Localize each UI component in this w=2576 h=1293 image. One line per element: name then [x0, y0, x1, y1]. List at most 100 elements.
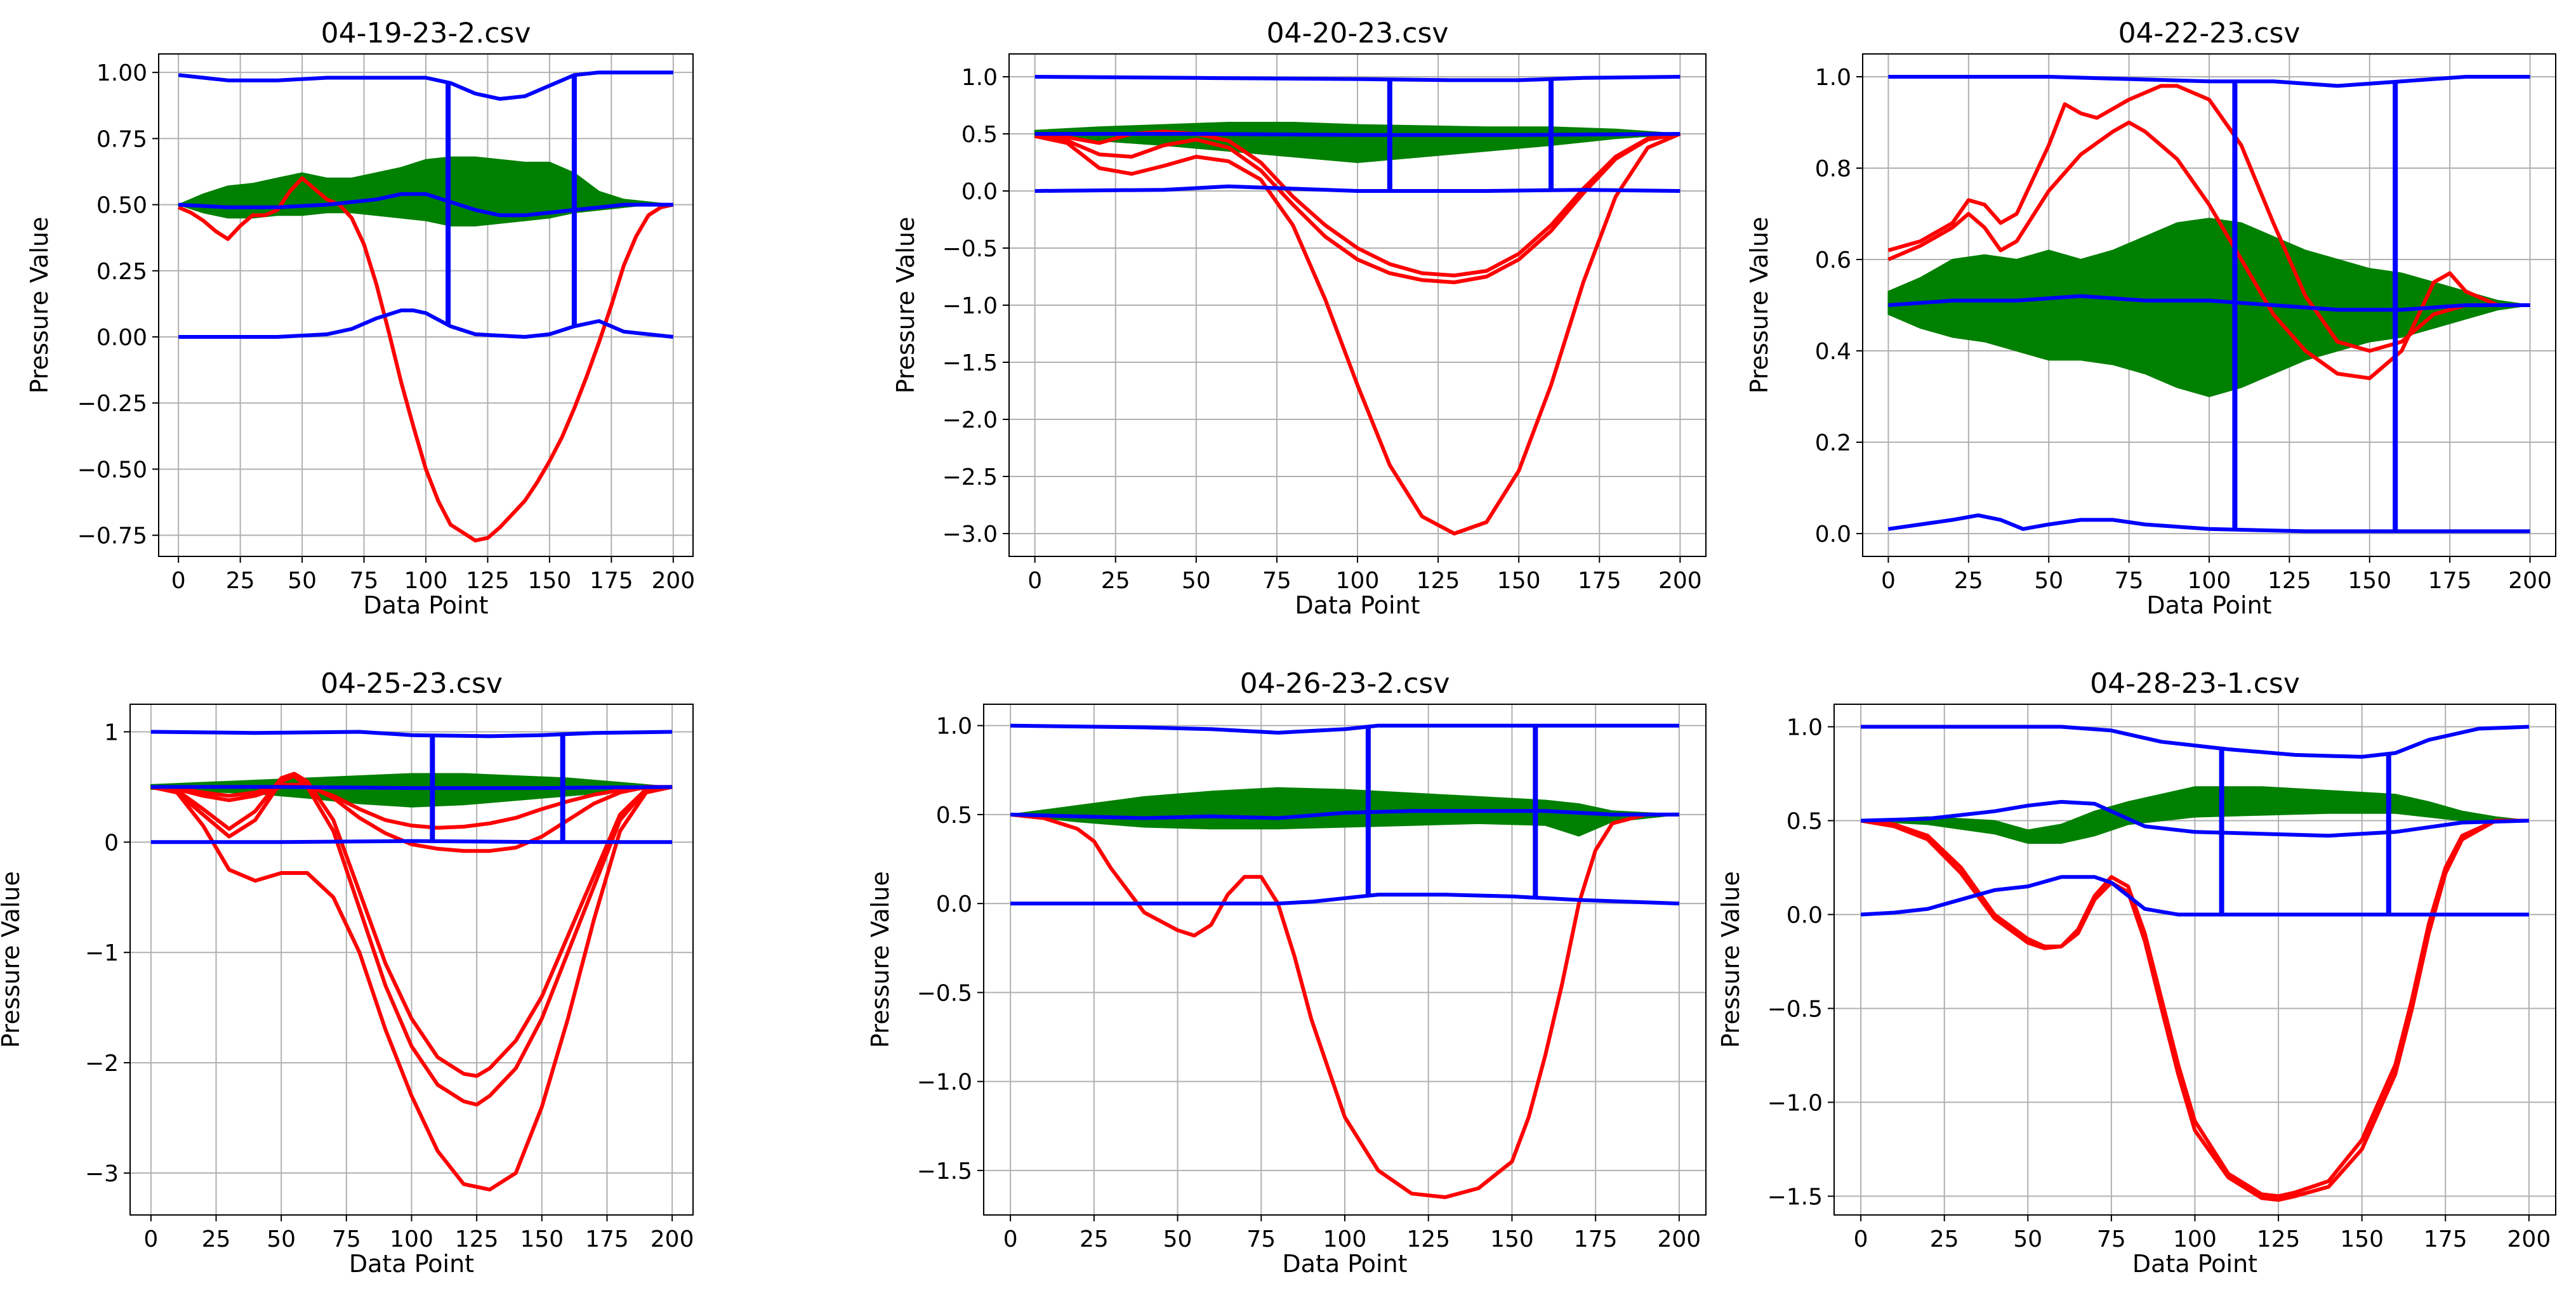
y-tick-label: −0.5: [1767, 996, 1823, 1022]
series-pressure-line: [150, 774, 673, 1107]
plot-area: [1887, 75, 2530, 534]
series-pressure-line: [150, 782, 673, 853]
y-tick-label: −2.5: [942, 464, 998, 490]
series-upper-line: [1034, 75, 1681, 82]
series-pressure-line: [150, 771, 673, 1078]
y-tick-label: 0.0: [936, 891, 972, 917]
y-tick-label: −1: [85, 940, 119, 966]
x-tick-label: 125: [2268, 568, 2311, 594]
y-tick-label: −0.75: [77, 523, 147, 549]
plot-area: [176, 70, 674, 542]
y-tick-label: 0: [104, 830, 119, 856]
band-area: [1887, 218, 2530, 398]
y-tick-label: −1.0: [917, 1070, 972, 1096]
x-tick-label: 75: [2097, 1226, 2126, 1252]
series-lower-line: [178, 308, 674, 339]
x-tick-label: 0: [1854, 1226, 1868, 1252]
y-tick-label: 0.25: [96, 259, 147, 285]
plot-area: [150, 730, 673, 1191]
x-axis-label: Data Point: [2132, 1250, 2257, 1278]
series-lower-line: [150, 839, 673, 844]
series-pressure-line: [1034, 132, 1681, 284]
x-tick-label: 200: [1658, 568, 1702, 594]
x-tick-label: 25: [202, 1226, 231, 1252]
x-tick-label: 200: [2507, 1226, 2551, 1252]
x-tick-label: 125: [1406, 1226, 1450, 1252]
chart-title: 04-25-23.csv: [320, 667, 503, 700]
x-tick-label: 50: [1182, 568, 1211, 594]
y-tick-label: 0.00: [96, 325, 147, 351]
plot-area: [1860, 725, 2530, 1202]
x-tick-label: 0: [171, 568, 186, 594]
plot-area: [1010, 723, 1680, 1199]
series-lower-line: [1034, 184, 1681, 193]
y-tick-label: 0.75: [96, 126, 147, 152]
x-tick-label: 175: [2428, 568, 2472, 594]
x-axis-label: Data Point: [1295, 591, 1420, 619]
y-axis-label: Pressure Value: [866, 871, 894, 1048]
x-tick-label: 100: [390, 1226, 433, 1252]
series-pressure-line: [1887, 84, 2530, 353]
y-tick-label: −0.50: [77, 457, 147, 483]
x-tick-label: 150: [1490, 1226, 1534, 1252]
series-lower-line: [1010, 893, 1680, 906]
x-tick-label: 50: [2013, 1226, 2042, 1252]
x-tick-label: 125: [2257, 1226, 2301, 1252]
x-tick-label: 75: [1262, 568, 1291, 594]
series-mid-line: [1034, 132, 1681, 137]
y-tick-label: −0.5: [917, 980, 972, 1006]
y-tick-label: 0.5: [961, 122, 998, 148]
y-tick-label: 0.5: [1787, 808, 1823, 834]
x-tick-label: 50: [2034, 568, 2063, 594]
subplot-6: 0 25 50 75 100 125 150 175 200 −1.5 −1.0 −0.5 0.0 0.5…: [1717, 667, 2556, 1278]
x-tick-label: 25: [1954, 568, 1983, 594]
series-mid-line: [150, 785, 673, 791]
y-axis-label: Pressure Value: [892, 217, 920, 394]
x-tick-label: 200: [651, 568, 695, 594]
x-tick-label: 175: [585, 1226, 629, 1252]
x-tick-label: 125: [455, 1226, 499, 1252]
y-tick-label: 1.0: [1815, 65, 1851, 91]
y-tick-label: 1: [104, 719, 119, 745]
series-upper-line: [1888, 75, 2530, 88]
subplot-3: 0 25 50 75 100 125 150 175 200 0.0 0.2 0.4 0.6 0.8 1.0…: [1745, 17, 2556, 619]
series-pressure-line: [1034, 132, 1681, 535]
x-tick-label: 150: [520, 1226, 564, 1252]
x-tick-label: 50: [1163, 1226, 1192, 1252]
series-mid-line: [1010, 809, 1679, 820]
series-upper-line: [1861, 725, 2530, 759]
y-axis-label: Pressure Value: [1745, 217, 1773, 394]
x-tick-label: 50: [287, 568, 317, 594]
series-lower-line: [1887, 513, 2530, 534]
x-tick-label: 0: [1881, 568, 1896, 594]
y-tick-label: 0.4: [1815, 339, 1851, 365]
x-tick-label: 125: [1417, 568, 1460, 594]
series-mid-line: [178, 192, 673, 218]
series-mid-line: [1861, 799, 2529, 838]
x-tick-label: 175: [2424, 1226, 2467, 1252]
y-tick-label: 1.0: [1787, 715, 1823, 741]
series-pressure-line: [150, 785, 673, 830]
series-pressure-line: [1010, 812, 1679, 1199]
subplot-4: 0 25 50 75 100 125 150 175 200 −3 −2 −1 0 1 04-25-23.c…: [0, 667, 694, 1278]
x-tick-label: 0: [1027, 568, 1042, 594]
subplot-5: 0 25 50 75 100 125 150 175 200 −1.5 −1.0 −0.5 0.0 0.5…: [866, 667, 1707, 1278]
x-tick-label: 75: [350, 568, 379, 594]
y-tick-label: 0.0: [1787, 902, 1823, 928]
x-tick-label: 150: [2340, 1226, 2384, 1252]
chart-title: 04-22-23.csv: [2118, 17, 2301, 49]
y-tick-label: 1.0: [936, 714, 972, 740]
series-pressure-line: [1860, 818, 2529, 1198]
y-tick-label: 0.6: [1815, 247, 1851, 273]
chart-title: 04-26-23-2.csv: [1240, 667, 1450, 700]
x-tick-label: 100: [2173, 1226, 2217, 1252]
x-tick-label: 125: [466, 568, 510, 594]
x-axis-label: Data Point: [363, 591, 488, 619]
x-tick-label: 175: [1578, 568, 1622, 594]
series-lower-line: [1860, 875, 2529, 917]
series-mid-line: [1888, 294, 2530, 312]
x-tick-label: 150: [1497, 568, 1541, 594]
subplot-2: 0 25 50 75 100 125 150 175 200 −3.0 −2.5 −2.0 −1.5 −1…: [892, 17, 1707, 619]
y-tick-label: −2: [85, 1051, 119, 1077]
